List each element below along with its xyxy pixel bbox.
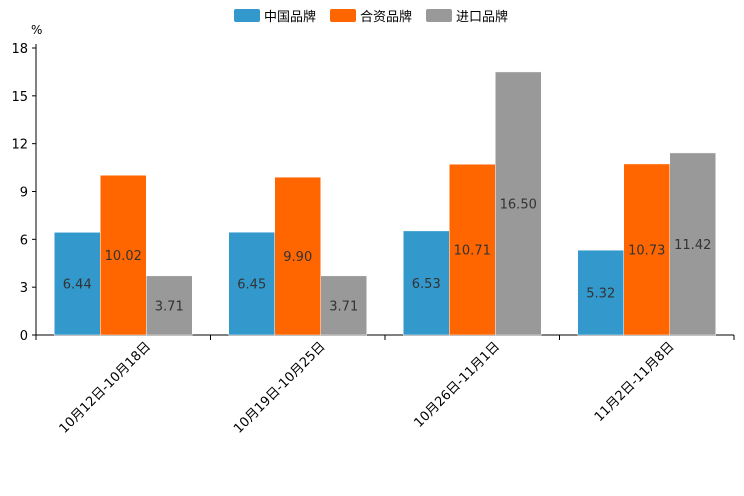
bar: [623, 163, 670, 336]
data-label: 10.71: [454, 244, 491, 259]
y-tick-label: 12: [11, 138, 28, 153]
y-tick-label: 15: [11, 90, 28, 105]
legend-swatch: [426, 9, 452, 22]
bar: [100, 174, 147, 336]
legend-label: 进口品牌: [456, 9, 508, 25]
x-tick-label: 10月26日-11月1日: [411, 339, 503, 431]
legend-item[interactable]: 进口品牌: [426, 9, 508, 25]
legend-item[interactable]: 中国品牌: [234, 9, 316, 25]
data-labels: 6.44 6.45 6.53 5.32 10.02 9.90 10.71 10.73 3.71 3…: [63, 197, 712, 314]
y-tick-label: 18: [11, 42, 28, 57]
bar: [274, 176, 321, 336]
bar: [403, 230, 450, 336]
x-tick-label: 10月19日-10月25日: [231, 339, 328, 436]
legend: 中国品牌 合资品牌 进口品牌: [234, 9, 508, 25]
data-label: 9.90: [283, 250, 312, 265]
bar: [320, 275, 367, 336]
x-tick-label: 11月2日-11月8日: [592, 339, 678, 425]
x-tick-label: 10月12日-10月18日: [57, 339, 154, 436]
data-label: 6.44: [63, 278, 92, 293]
x-axis: 10月12日-10月18日 10月19日-10月25日 10月26日-11月1日 11…: [35, 334, 735, 437]
data-label: 10.02: [105, 249, 142, 264]
bar: [449, 163, 496, 336]
data-label: 16.50: [500, 197, 537, 212]
y-tick-label: 0: [20, 329, 28, 344]
data-label: 6.53: [412, 277, 441, 292]
data-label: 5.32: [586, 287, 615, 302]
legend-label: 中国品牌: [264, 9, 316, 25]
bar: [146, 275, 193, 336]
y-tick-label: 9: [20, 186, 28, 201]
data-label: 3.71: [329, 299, 358, 314]
bar: [495, 71, 542, 336]
y-axis-unit-label: %: [31, 23, 42, 37]
y-axis: 0 3 6 9 12 15 18: [11, 42, 37, 344]
y-tick-label: 6: [20, 233, 28, 248]
legend-item[interactable]: 合资品牌: [330, 9, 412, 25]
legend-swatch: [234, 9, 260, 22]
data-label: 11.42: [674, 238, 711, 253]
legend-swatch: [330, 9, 356, 22]
y-tick-label: 3: [20, 281, 28, 296]
data-label: 10.73: [628, 243, 665, 258]
data-label: 3.71: [155, 299, 184, 314]
legend-label: 合资品牌: [360, 9, 412, 25]
data-label: 6.45: [237, 278, 266, 293]
bars: [54, 71, 716, 336]
bar: [669, 152, 716, 336]
